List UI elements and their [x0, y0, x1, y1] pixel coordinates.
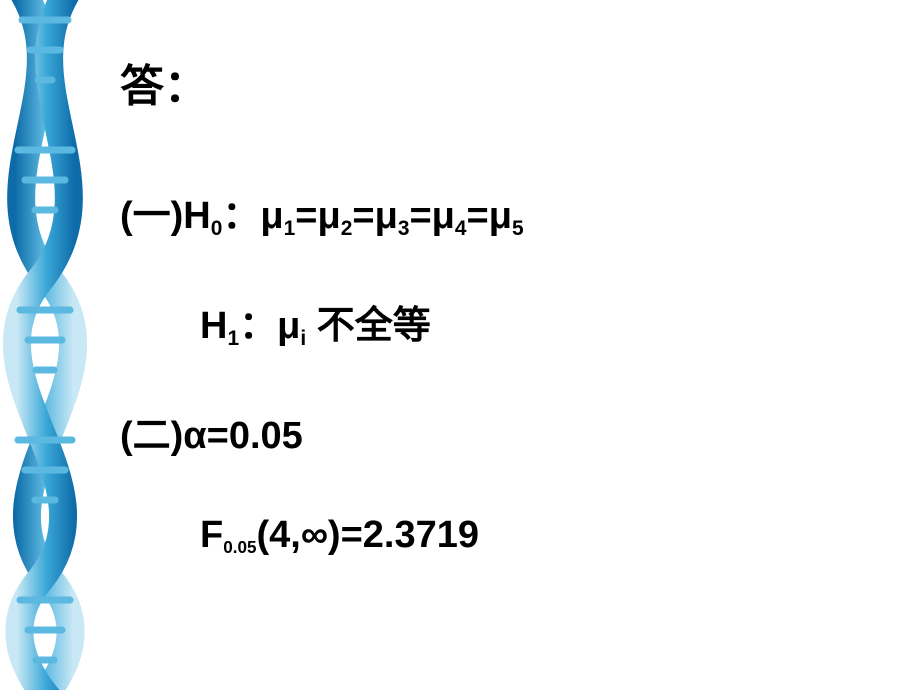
- answer-label: 答：: [120, 50, 900, 114]
- mu1: μ: [260, 195, 283, 237]
- mu1-sub: 1: [284, 217, 296, 240]
- mu2: μ: [317, 195, 340, 237]
- eq1: =: [295, 195, 317, 237]
- mu3: μ: [375, 195, 398, 237]
- hypothesis-h1-line: H1：μi 不全等: [120, 294, 900, 349]
- eq4: =: [467, 195, 489, 237]
- f-value: (4,∞)=2.3719: [257, 514, 480, 556]
- eq3: =: [409, 195, 431, 237]
- mu2-sub: 2: [341, 217, 353, 240]
- h0-colon: ：: [222, 195, 260, 237]
- h0-subscript: 0: [211, 217, 223, 240]
- helix-svg: [0, 0, 110, 690]
- h1-colon-mu: ：μ: [239, 305, 300, 347]
- mu4: μ: [432, 195, 455, 237]
- mu3-sub: 3: [398, 217, 410, 240]
- mu4-sub: 4: [455, 217, 467, 240]
- h1-i-sub: i: [300, 327, 306, 350]
- mu5: μ: [489, 195, 512, 237]
- hypothesis-h0-line: (一)H0：μ1=μ2=μ3=μ4=μ5: [120, 184, 900, 239]
- dna-helix-decoration: [0, 0, 110, 690]
- mu5-sub: 5: [512, 217, 524, 240]
- h0-prefix: (一)H: [120, 195, 211, 237]
- h1-text: 不全等: [306, 305, 431, 347]
- slide-content: 答： (一)H0：μ1=μ2=μ3=μ4=μ5 H1：μi 不全等 (二)α=0…: [120, 50, 900, 612]
- eq2: =: [352, 195, 374, 237]
- alpha-line: (二)α=0.05: [120, 404, 900, 459]
- f-symbol: F: [200, 514, 223, 556]
- f-subscript: 0.05: [223, 538, 256, 557]
- h1-prefix: H: [200, 305, 227, 347]
- f-critical-line: F0.05(4,∞)=2.3719: [120, 514, 900, 557]
- h1-subscript: 1: [227, 327, 239, 350]
